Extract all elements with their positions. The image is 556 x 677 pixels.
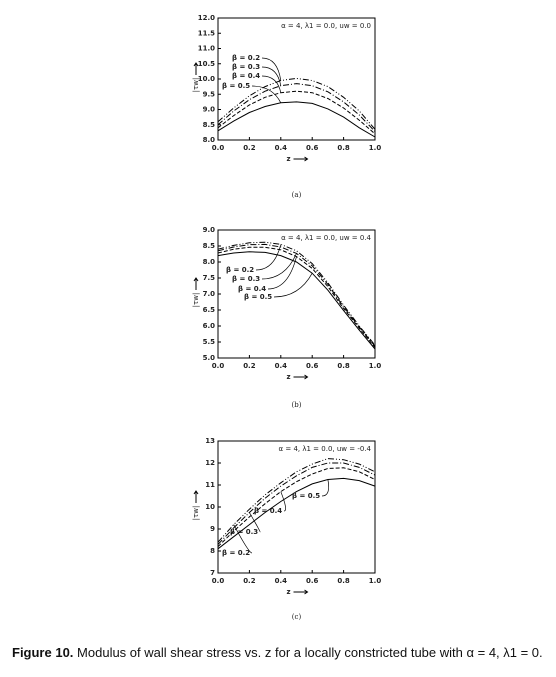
panel-label: (b): [292, 401, 302, 409]
caption-label: Figure 10.: [12, 645, 74, 660]
x-tick-label: 0.4: [275, 144, 288, 152]
y-arrow: [193, 277, 199, 290]
label-arrow: [321, 479, 330, 497]
x-tick-label: 0.4: [275, 362, 288, 370]
x-axis-label: z: [286, 155, 290, 163]
series-line: [217, 243, 376, 347]
y-arrow: [193, 62, 199, 75]
series-line: [217, 83, 376, 132]
plot-frame: [217, 229, 376, 359]
series-label: β = 0.5: [292, 492, 320, 500]
panel-label: (a): [292, 191, 302, 199]
y-tick-label: 8.0: [203, 136, 216, 144]
y-tick-label: 8.0: [203, 258, 216, 266]
y-tick-label: 11: [205, 481, 215, 489]
y-tick-label: 9.0: [203, 106, 216, 114]
x-tick-label: 0.8: [337, 144, 350, 152]
x-tick-label: 0.0: [212, 144, 225, 152]
annotation: α = 4, λ1 = 0.0, uw = 0.4: [281, 234, 371, 242]
y-tick-label: 10.5: [198, 60, 215, 68]
series-label: β = 0.2: [222, 549, 250, 557]
caption: Figure 10. Modulus of wall shear stress …: [12, 645, 552, 660]
x-tick-label: 0.2: [243, 577, 256, 585]
series-label: β = 0.4: [238, 285, 266, 293]
x-axis-label: z: [286, 588, 290, 596]
y-tick-label: 13: [205, 437, 215, 445]
y-tick-label: 5.0: [203, 354, 216, 362]
label-arrow: [273, 273, 313, 298]
x-tick-label: 1.0: [369, 362, 382, 370]
label-arrow: [261, 66, 282, 86]
x-arrow: [293, 374, 309, 380]
label-arrow: [255, 244, 282, 271]
series-label: β = 0.2: [226, 266, 254, 274]
label-arrow: [251, 85, 282, 103]
y-tick-label: 9: [210, 525, 215, 533]
y-tick-label: 8.5: [203, 121, 216, 129]
x-tick-label: 0.6: [306, 144, 319, 152]
series-line: [217, 462, 376, 545]
panel-label: (c): [292, 613, 302, 621]
x-tick-label: 0.2: [243, 144, 256, 152]
y-arrow: [193, 490, 199, 503]
series-line: [217, 467, 376, 547]
series-label: β = 0.2: [232, 54, 260, 62]
x-tick-label: 1.0: [369, 577, 382, 585]
series-label: β = 0.3: [232, 275, 260, 283]
y-tick-label: 12.0: [198, 14, 215, 22]
y-tick-label: 7.5: [203, 274, 216, 282]
series-label: β = 0.4: [254, 507, 282, 515]
x-arrow: [293, 156, 309, 162]
caption-text: Modulus of wall shear stress vs. z for a…: [77, 645, 543, 660]
y-tick-label: 8.5: [203, 242, 216, 250]
series-label: β = 0.3: [232, 63, 260, 71]
figure: 8.0 8.5 9.0 9.5 10.0 10.5 11.0 11.5 12.0 0.0 0.2 0.…: [192, 14, 382, 621]
x-tick-label: 0.8: [337, 362, 350, 370]
y-tick-label: 10: [205, 503, 215, 511]
x-tick-label: 0.4: [275, 577, 288, 585]
y-tick-label: 7: [210, 569, 215, 577]
y-tick-label: 10.0: [198, 75, 215, 83]
label-arrow: [261, 75, 282, 93]
series-line: [217, 477, 376, 550]
y-tick-label: 11.5: [198, 29, 215, 37]
label-arrow: [261, 57, 282, 81]
series-line: [217, 251, 376, 350]
x-arrow: [293, 589, 309, 595]
label-arrow: [280, 491, 286, 512]
y-tick-label: 5.5: [203, 338, 216, 346]
x-tick-label: 0.0: [212, 362, 225, 370]
x-tick-label: 0.0: [212, 577, 225, 585]
y-tick-label: 7.0: [203, 290, 216, 298]
y-tick-label: 6.5: [203, 306, 216, 314]
y-tick-label: 9.5: [203, 90, 216, 98]
series-label: β = 0.4: [232, 72, 260, 80]
series-label: β = 0.5: [222, 82, 250, 90]
y-tick-label: 12: [205, 459, 215, 467]
x-tick-label: 0.8: [337, 577, 350, 585]
y-axis-label: |τw|: [192, 78, 200, 93]
y-tick-label: 8: [210, 547, 215, 555]
series-label: β = 0.5: [244, 293, 272, 301]
series-line: [217, 90, 376, 135]
y-axis-label: |τw|: [192, 506, 200, 521]
x-tick-label: 1.0: [369, 144, 382, 152]
y-tick-label: 9.0: [203, 226, 216, 234]
series-line: [217, 101, 376, 138]
x-axis-label: z: [286, 373, 290, 381]
y-tick-label: 6.0: [203, 322, 216, 330]
y-tick-label: 11.0: [198, 45, 215, 53]
annotation: α = 4, λ1 = 0.0, uw = 0.0: [281, 22, 371, 30]
x-tick-label: 0.6: [306, 577, 319, 585]
x-tick-label: 0.6: [306, 362, 319, 370]
series-label: β = 0.3: [230, 528, 258, 536]
x-tick-label: 0.2: [243, 362, 256, 370]
label-arrow: [261, 253, 297, 280]
annotation: α = 4, λ1 = 0.0, uw = -0.4: [279, 445, 372, 453]
y-axis-label: |τw|: [192, 293, 200, 308]
